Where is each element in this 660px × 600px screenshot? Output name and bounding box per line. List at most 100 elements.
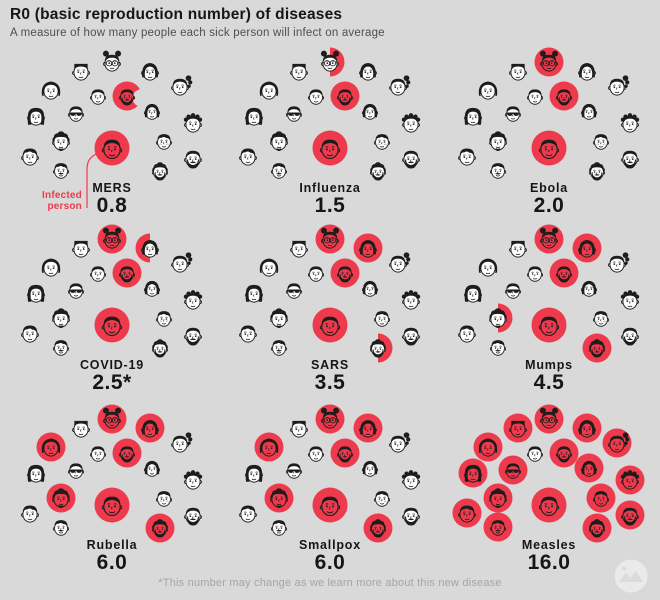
woman-wavy-bob-icon	[580, 460, 598, 477]
man-full-beard-icon	[621, 507, 639, 526]
man-full-beard-icon	[402, 327, 420, 346]
man-mustache-icon	[52, 520, 70, 536]
boy-wavy-hair-icon	[458, 325, 476, 343]
man-mustache-icon	[52, 340, 70, 356]
man-full-beard-icon	[621, 150, 639, 169]
infected-person-icon	[538, 496, 560, 517]
woman-curly-icon	[183, 113, 203, 133]
man-full-beard-icon	[184, 150, 202, 169]
man-short-hair-icon	[89, 446, 107, 462]
woman-curly-icon	[183, 290, 203, 310]
man-dark-beard-icon	[369, 519, 387, 538]
boy-freckles-icon	[592, 491, 610, 507]
page-title: R0 (basic reproduction number) of diseas…	[10, 6, 343, 23]
boy-wavy-hair-icon	[458, 505, 476, 523]
man-beard-icon	[336, 89, 354, 106]
boy-freckles-icon	[373, 311, 391, 327]
man-mustache-icon	[489, 163, 507, 179]
page-subtitle: A measure of how many people each sick p…	[10, 27, 385, 39]
boy-wavy-hair-icon	[458, 148, 476, 166]
infected-person-icon	[101, 496, 123, 517]
man-flattop-icon	[72, 240, 90, 258]
woman-big-bob-icon	[41, 438, 61, 457]
disease-label: Smallpox	[299, 538, 361, 552]
woman-big-bob-icon	[478, 81, 498, 100]
person-buns-glasses-icon	[539, 407, 559, 429]
man-short-hair-icon	[307, 266, 325, 282]
r0-value: 16.0	[527, 551, 571, 574]
disease-label: MERS	[92, 181, 132, 195]
man-short-hair-icon	[526, 446, 544, 462]
man-curly-goatee-icon	[52, 488, 70, 509]
disease-label: Rubella	[86, 538, 138, 552]
man-beard-icon	[555, 89, 573, 106]
man-beard-icon	[118, 89, 136, 106]
boy-wavy-hair-icon	[21, 505, 39, 523]
infected-person-icon	[319, 139, 341, 160]
man-beard-icon	[336, 266, 354, 283]
man-sunglasses-icon	[504, 106, 522, 122]
woman-curly-icon	[620, 290, 640, 310]
infected-person-icon	[101, 316, 123, 337]
boy-freckles-icon	[155, 491, 173, 507]
man-mustache-icon	[489, 340, 507, 356]
r0-value: 3.5	[314, 371, 346, 394]
woman-bob-icon	[578, 63, 596, 81]
man-dark-beard-icon	[588, 519, 606, 538]
panel-ebola: Ebola 2.0	[445, 47, 653, 226]
panel-measles: Measles 16.0	[445, 404, 653, 583]
woman-curly-icon	[401, 470, 421, 490]
man-short-hair-icon	[307, 446, 325, 462]
man-flattop-icon	[72, 63, 90, 81]
man-curly-goatee-icon	[489, 131, 507, 152]
boy-freckles-icon	[592, 134, 610, 150]
man-sunglasses-icon	[285, 106, 303, 122]
man-short-hair-icon	[526, 89, 544, 105]
infection-fan	[239, 224, 421, 363]
r0-value: 4.5	[533, 371, 565, 394]
man-sunglasses-icon	[285, 463, 303, 479]
boy-freckles-icon	[155, 134, 173, 150]
infection-fan	[458, 224, 640, 363]
woman-big-bob-icon	[41, 81, 61, 100]
woman-long-hair-icon	[27, 464, 45, 483]
woman-ponytail-icon	[171, 432, 193, 453]
man-curly-goatee-icon	[489, 308, 507, 329]
man-dark-beard-icon	[588, 339, 606, 358]
r0-value: 6.0	[314, 551, 346, 574]
man-sunglasses-icon	[504, 283, 522, 299]
man-mustache-icon	[270, 163, 288, 179]
man-mustache-icon	[270, 520, 288, 536]
woman-ponytail-icon	[389, 252, 411, 273]
panel-covid-19: COVID-19 2.5*	[8, 224, 216, 403]
man-beard-icon	[118, 266, 136, 283]
woman-ponytail-icon	[389, 75, 411, 96]
annotation-connector-line	[86, 153, 97, 208]
woman-ponytail-icon	[171, 75, 193, 96]
boy-wavy-hair-icon	[239, 325, 257, 343]
man-sunglasses-icon	[504, 463, 522, 479]
person-buns-glasses-icon	[102, 407, 122, 429]
r0-value: 2.0	[533, 194, 565, 217]
woman-curly-icon	[620, 113, 640, 133]
woman-big-bob-icon	[259, 258, 279, 277]
man-flattop-icon	[290, 63, 308, 81]
man-beard-icon	[336, 446, 354, 463]
woman-big-bob-icon	[478, 438, 498, 457]
infected-person-icon	[319, 496, 341, 517]
man-short-hair-icon	[89, 89, 107, 105]
person-buns-glasses-icon	[102, 50, 122, 72]
man-full-beard-icon	[184, 507, 202, 526]
woman-wavy-bob-icon	[143, 103, 161, 120]
disease-label: Influenza	[299, 181, 361, 195]
disease-label: Ebola	[529, 181, 569, 195]
boy-freckles-icon	[373, 134, 391, 150]
footnote: *This number may change as we learn more…	[158, 577, 502, 589]
woman-wavy-bob-icon	[361, 280, 379, 297]
man-full-beard-icon	[402, 150, 420, 169]
woman-big-bob-icon	[259, 438, 279, 457]
woman-bob-icon	[141, 240, 159, 258]
callout-line2: person	[47, 201, 82, 212]
man-dark-beard-icon	[588, 162, 606, 181]
man-short-hair-icon	[307, 89, 325, 105]
